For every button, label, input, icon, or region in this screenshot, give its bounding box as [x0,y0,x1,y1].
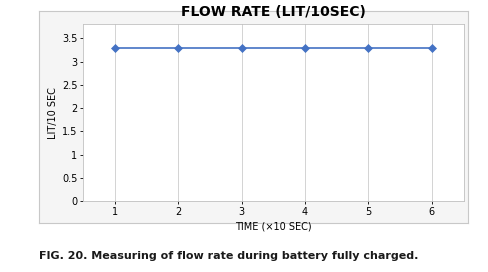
Y-axis label: LIT/10 SEC: LIT/10 SEC [48,87,58,139]
Text: FIG. 20. Measuring of flow rate during battery fully charged.: FIG. 20. Measuring of flow rate during b… [39,251,418,261]
X-axis label: TIME (×10 SEC): TIME (×10 SEC) [235,221,312,231]
Title: FLOW RATE (LIT/10SEC): FLOW RATE (LIT/10SEC) [181,5,366,19]
